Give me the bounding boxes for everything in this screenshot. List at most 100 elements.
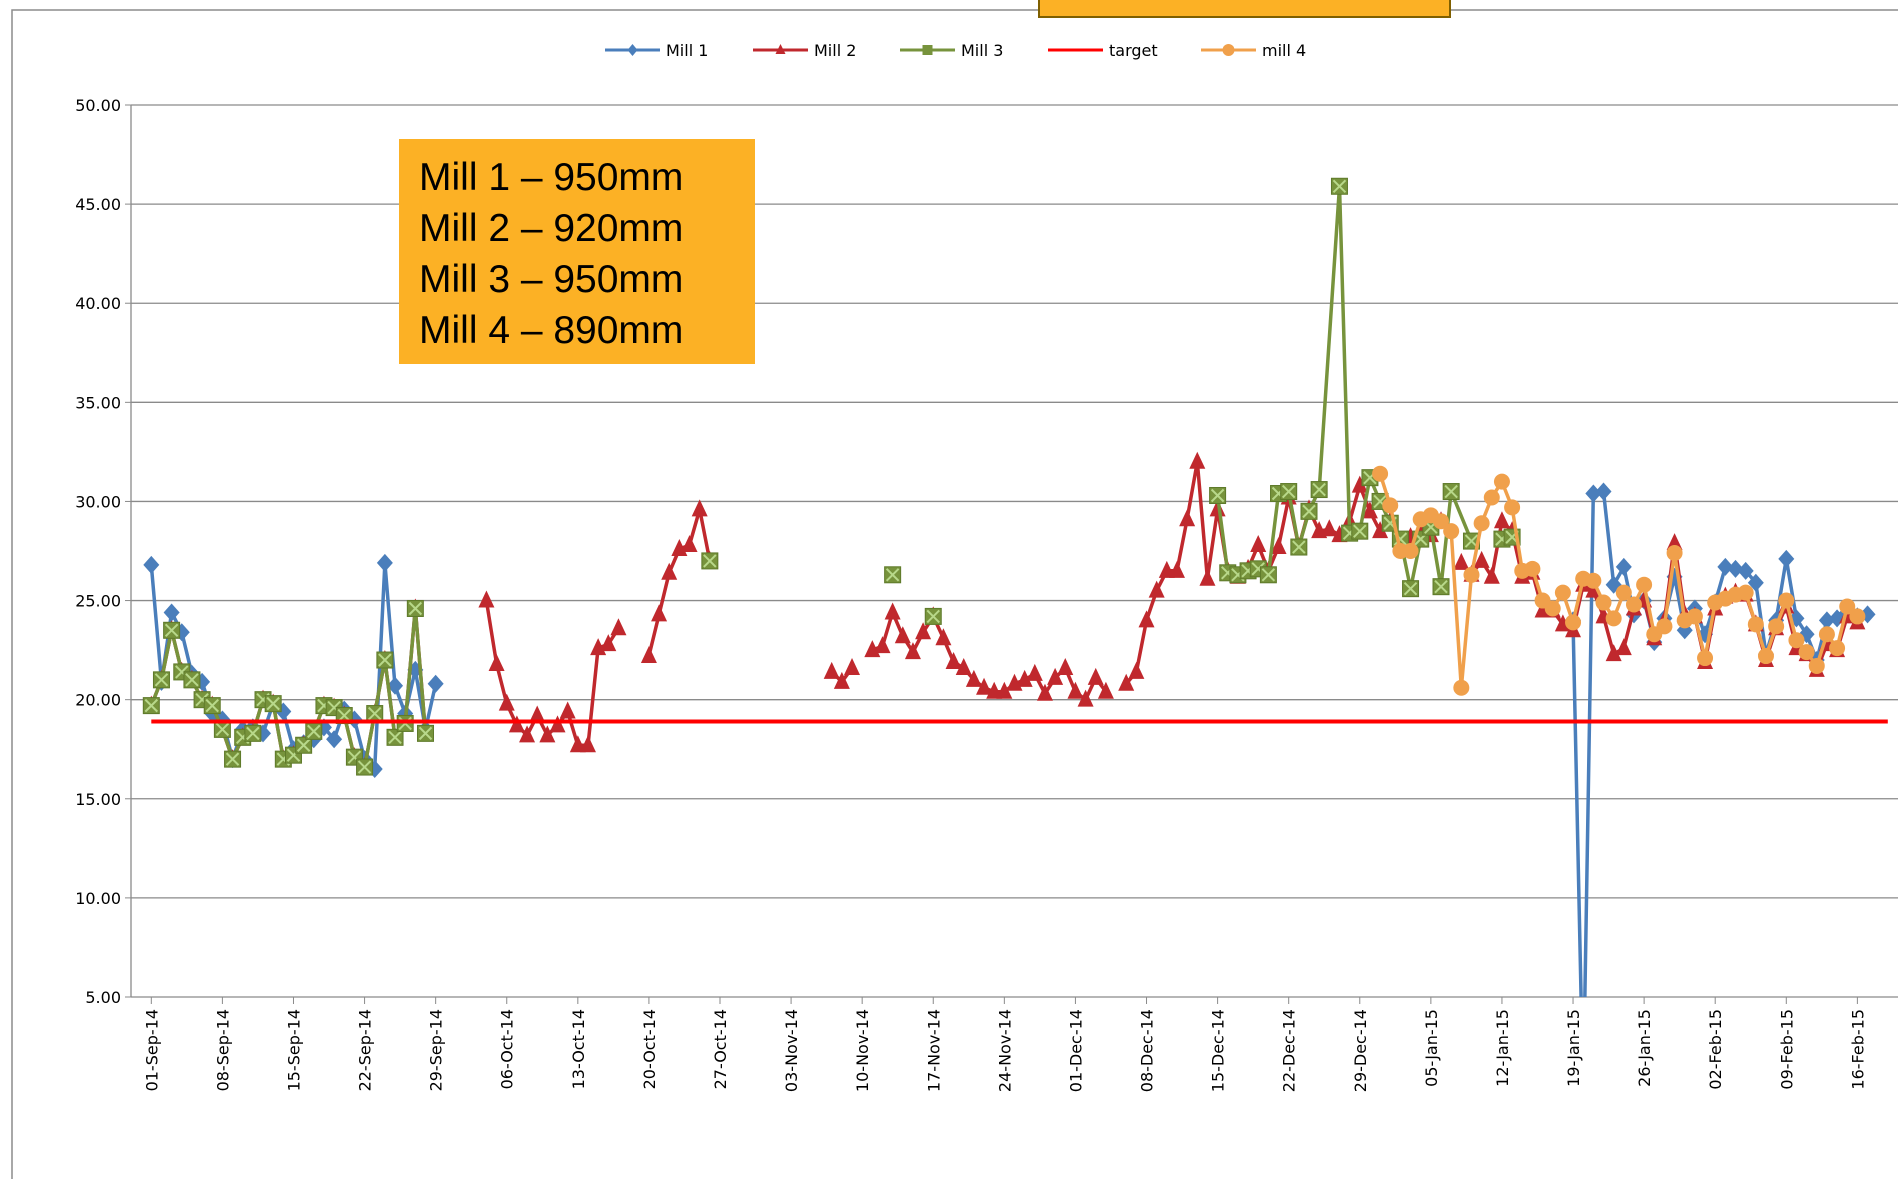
- marker: [1636, 576, 1653, 593]
- x-tick-label: 02-Feb-15: [1706, 1009, 1725, 1090]
- marker: [1382, 497, 1399, 514]
- marker: [661, 562, 678, 580]
- annotation-line: Mill 4 – 890mm: [419, 309, 683, 352]
- marker-cross: [703, 554, 717, 568]
- marker: [640, 646, 657, 664]
- marker: [579, 735, 596, 753]
- marker: [143, 555, 160, 574]
- x-tick-label: 13-Oct-14: [569, 1009, 588, 1089]
- marker: [1250, 535, 1267, 553]
- marker-cross: [418, 726, 433, 741]
- x-tick-label: 17-Nov-14: [924, 1009, 943, 1092]
- marker: [326, 730, 343, 749]
- marker: [874, 636, 891, 654]
- marker: [965, 669, 982, 687]
- legend-marker: [627, 44, 638, 56]
- x-tick-label: 03-Nov-14: [782, 1009, 801, 1092]
- marker: [1036, 683, 1053, 701]
- marker: [884, 566, 902, 584]
- annotation-box: [399, 139, 755, 364]
- marker: [1717, 557, 1734, 576]
- marker: [1615, 557, 1632, 576]
- marker: [1118, 673, 1135, 691]
- marker: [1544, 600, 1561, 617]
- marker: [427, 674, 444, 693]
- marker: [894, 626, 911, 644]
- marker: [1747, 573, 1764, 592]
- marker: [1615, 584, 1632, 601]
- marker: [1128, 661, 1145, 679]
- marker: [1372, 465, 1389, 482]
- marker: [295, 736, 313, 754]
- legend-label: Mill 2: [814, 41, 856, 60]
- x-tick-label: 01-Dec-14: [1066, 1009, 1085, 1092]
- x-tick-label: 15-Sep-14: [284, 1009, 303, 1091]
- marker: [1290, 538, 1308, 556]
- marker: [152, 671, 170, 689]
- marker: [904, 642, 921, 660]
- marker-cross: [1210, 488, 1225, 503]
- marker: [1300, 502, 1318, 520]
- marker: [844, 657, 861, 675]
- marker: [1259, 566, 1277, 584]
- marker: [1158, 560, 1175, 578]
- marker: [1280, 483, 1298, 501]
- marker: [1737, 584, 1754, 601]
- marker: [356, 758, 374, 776]
- legend-label: Mill 3: [961, 41, 1003, 60]
- marker: [1554, 584, 1571, 601]
- marker-cross: [357, 760, 372, 774]
- marker-cross: [1332, 179, 1347, 193]
- marker-cross: [144, 698, 159, 713]
- annotation-line: Mill 2 – 920mm: [419, 207, 683, 250]
- marker: [1737, 561, 1754, 580]
- marker: [1625, 596, 1642, 613]
- marker: [203, 697, 221, 715]
- marker: [1565, 614, 1582, 631]
- marker: [417, 724, 434, 742]
- marker: [1372, 521, 1389, 539]
- marker-cross: [368, 706, 382, 721]
- marker: [1818, 611, 1835, 630]
- marker: [1504, 499, 1521, 516]
- marker-cross: [185, 673, 199, 687]
- marker: [1808, 657, 1825, 674]
- marker: [1270, 537, 1287, 555]
- legend-label: target: [1109, 41, 1158, 60]
- marker: [1778, 549, 1795, 568]
- y-tick-label: 50.00: [75, 96, 121, 115]
- marker: [1697, 650, 1714, 667]
- marker: [1330, 177, 1348, 195]
- marker: [986, 681, 1003, 699]
- marker: [569, 735, 586, 753]
- marker: [549, 715, 566, 733]
- marker: [498, 693, 515, 711]
- marker: [976, 677, 993, 695]
- marker: [1432, 578, 1450, 596]
- x-tick-label: 12-Jan-15: [1493, 1009, 1512, 1087]
- marker-cross: [154, 673, 169, 687]
- marker: [924, 607, 942, 625]
- marker: [1097, 681, 1114, 699]
- marker: [691, 499, 708, 517]
- x-tick-label: 09-Feb-15: [1777, 1009, 1796, 1090]
- marker: [1778, 592, 1795, 609]
- marker: [1402, 580, 1420, 598]
- marker: [1463, 566, 1480, 583]
- marker: [1757, 648, 1774, 665]
- marker: [1433, 513, 1450, 530]
- marker: [387, 676, 404, 695]
- x-tick-label: 16-Feb-15: [1848, 1009, 1867, 1090]
- y-tick-label: 20.00: [75, 691, 121, 710]
- marker-cross: [408, 601, 423, 616]
- marker: [1138, 610, 1155, 628]
- marker: [1747, 616, 1764, 633]
- marker: [1453, 679, 1470, 696]
- marker-cross: [1403, 581, 1418, 596]
- x-tick-label: 22-Dec-14: [1280, 1009, 1299, 1092]
- marker-cross: [378, 653, 392, 667]
- y-tick-label: 35.00: [75, 393, 121, 412]
- marker-cross: [215, 722, 230, 737]
- marker: [1087, 667, 1104, 685]
- marker: [366, 705, 384, 723]
